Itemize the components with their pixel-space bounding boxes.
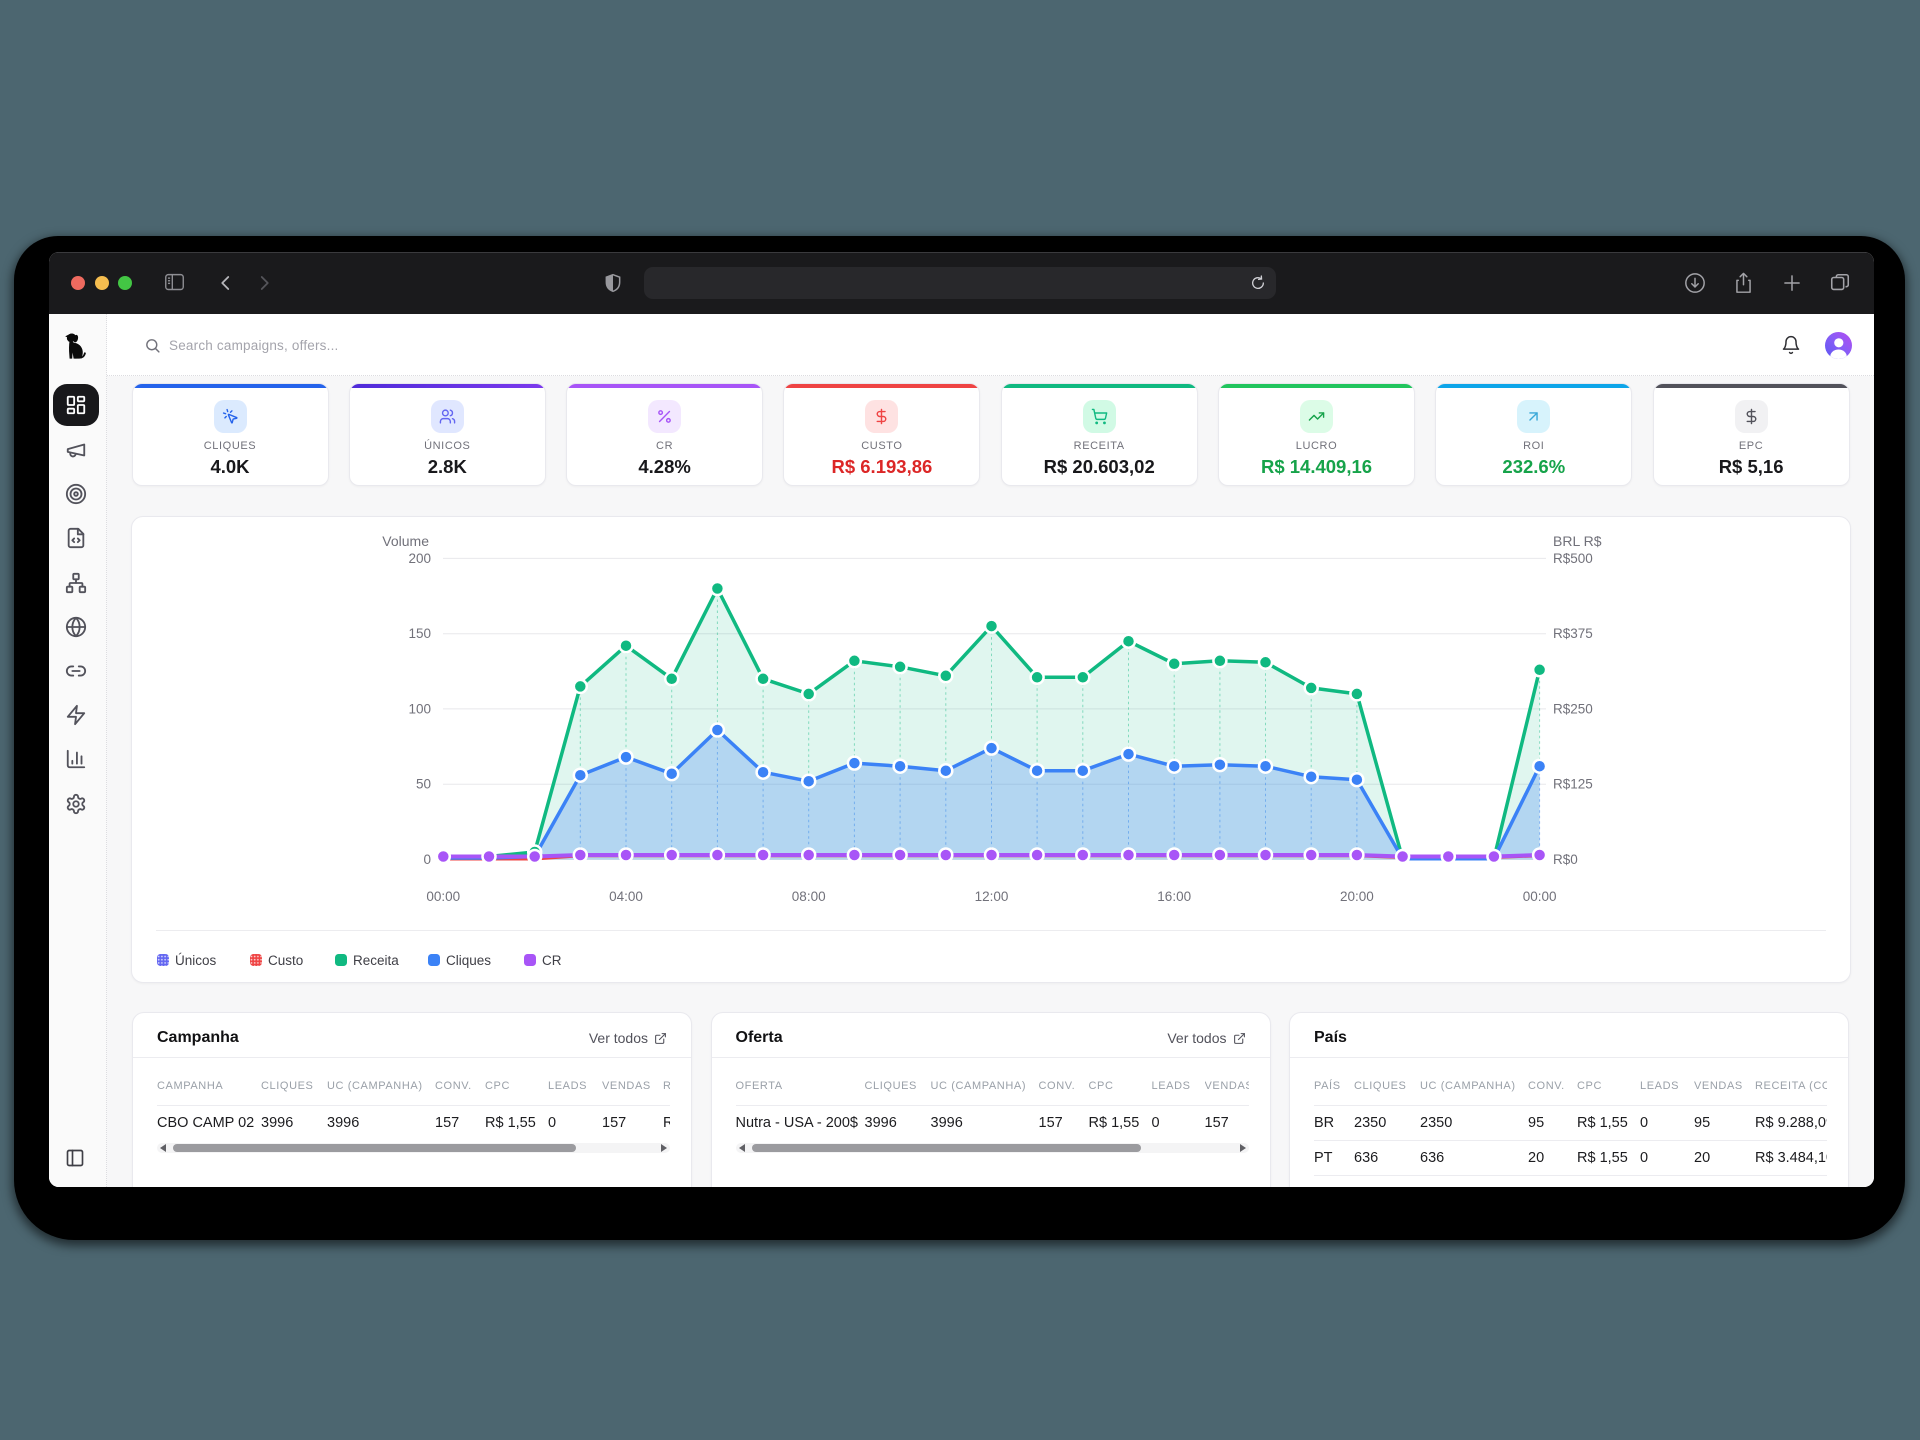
svg-text:00:00: 00:00 — [426, 889, 460, 904]
svg-text:16:00: 16:00 — [1157, 889, 1191, 904]
svg-text:R$250: R$250 — [1553, 701, 1593, 716]
svg-text:00:00: 00:00 — [1523, 889, 1557, 904]
svg-text:Cliques: Cliques — [446, 953, 491, 968]
svg-text:Volume: Volume — [382, 533, 429, 549]
svg-text:150: 150 — [408, 626, 431, 641]
svg-text:20:00: 20:00 — [1340, 889, 1374, 904]
svg-text:Custo: Custo — [268, 953, 303, 968]
svg-text:Receita: Receita — [353, 953, 399, 968]
svg-text:R$0: R$0 — [1553, 852, 1578, 867]
svg-text:0: 0 — [423, 852, 431, 867]
svg-text:R$500: R$500 — [1553, 551, 1593, 566]
svg-text:04:00: 04:00 — [609, 889, 643, 904]
svg-text:08:00: 08:00 — [792, 889, 826, 904]
svg-text:BRL R$: BRL R$ — [1553, 533, 1602, 549]
svg-text:12:00: 12:00 — [975, 889, 1009, 904]
svg-text:R$125: R$125 — [1553, 777, 1593, 792]
svg-text:200: 200 — [408, 551, 431, 566]
svg-text:50: 50 — [416, 777, 431, 792]
svg-text:R$375: R$375 — [1553, 626, 1593, 641]
svg-text:CR: CR — [542, 953, 562, 968]
svg-text:Únicos: Únicos — [175, 953, 217, 968]
svg-text:100: 100 — [408, 701, 431, 716]
